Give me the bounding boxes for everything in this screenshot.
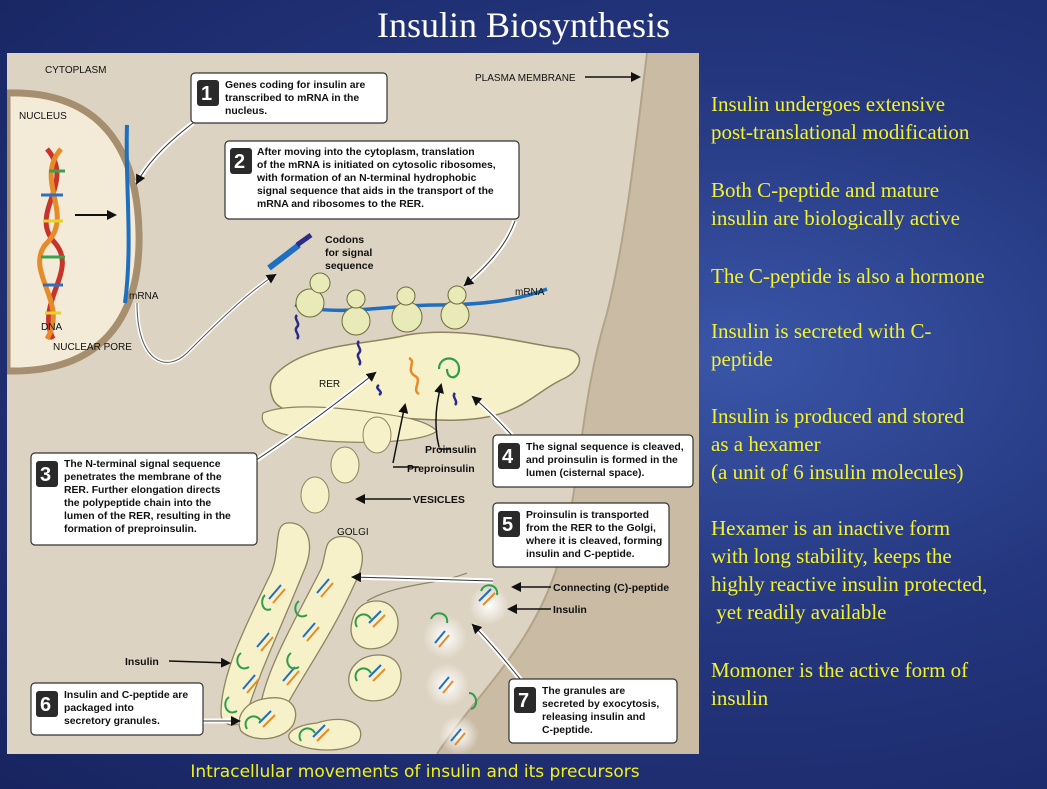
codons-label-1: Codons	[325, 234, 364, 246]
extracellular-region	[437, 53, 699, 754]
note-line: Insulin is secreted with C-	[711, 319, 932, 343]
note-4: Insulin is secreted with C- peptide	[711, 317, 931, 373]
rer-label: RER	[319, 379, 340, 390]
note-line: insulin are biologically active	[711, 206, 961, 230]
nucleus	[3, 89, 143, 375]
insulin-molecule	[242, 578, 386, 742]
step-1-callout: 1 Genes coding for insulin are transcrib…	[190, 72, 388, 124]
step-7-text-4: C-peptide.	[542, 725, 593, 736]
step-7-number: 7	[518, 690, 529, 712]
step-3-text-4: the polypeptide chain into the	[64, 498, 211, 509]
figure-caption: Intracellular movements of insulin and i…	[190, 762, 640, 782]
step-2-number: 2	[234, 151, 245, 173]
step-6-text-3: secretory granules.	[64, 716, 160, 727]
note-line: peptide	[711, 347, 773, 371]
step-4-callout: 4 The signal sequence is cleaved, and pr…	[492, 434, 694, 488]
mrna-strand-rer	[294, 287, 548, 313]
dna-icon	[37, 147, 65, 341]
mrna-label-left: mRNA	[129, 291, 159, 302]
step-2-callout: 2 After moving into the cytoplasm, trans…	[224, 140, 520, 220]
note-line: with long stability, keeps the	[711, 544, 952, 568]
step-5-text-4: insulin and C-peptide.	[526, 549, 635, 560]
step-3-text-5: lumen of the RER, resulting in the	[64, 511, 231, 522]
step-2-text-1: After moving into the cytoplasm, transla…	[257, 147, 475, 158]
step-3-text-6: formation of preproinsulin.	[64, 524, 197, 535]
note-line: as a hexamer	[711, 432, 821, 456]
nuclear-pore-label: NUCLEAR PORE	[53, 342, 132, 353]
note-line: (a unit of 6 insulin molecules)	[711, 460, 964, 484]
vesicles-label: VESICLES	[413, 494, 465, 506]
step-2-text-4: signal sequence that aids in the transpo…	[257, 186, 494, 197]
codons-icon	[267, 232, 313, 271]
step-1-number: 1	[201, 83, 212, 105]
step-5-callout: 5 Proinsulin is transported from the RER…	[492, 502, 670, 568]
ribosome-icon	[295, 272, 470, 336]
preproinsulin-label: Preproinsulin	[407, 463, 475, 475]
codons-label-2: for signal	[325, 247, 372, 259]
step-5-text-2: from the RER to the Golgi,	[526, 523, 656, 534]
step-7-text-1: The granules are	[542, 686, 625, 697]
mrna-strand-nucleus	[123, 124, 131, 304]
insulin-label-left: Insulin	[125, 656, 159, 668]
nucleus-label: NUCLEUS	[19, 111, 67, 122]
note-1: Insulin undergoes extensive post-transla…	[711, 90, 969, 146]
step-2-text-3: with formation of an N-terminal hydropho…	[256, 173, 477, 184]
vesicle	[300, 416, 392, 514]
step-6-number: 6	[40, 694, 51, 716]
step-4-text-3: lumen (cisternal space).	[526, 468, 644, 479]
step-6-callout: 6 Insulin and C-peptide are packaged int…	[30, 682, 204, 736]
step-2-text-2: of the mRNA is initiated on cytosolic ri…	[257, 160, 496, 171]
note-6: Hexamer is an inactive form with long st…	[711, 514, 987, 626]
note-line: Momoner is the active form of	[711, 658, 969, 682]
step-1-text-1: Genes coding for insulin are	[225, 80, 366, 91]
c-peptide-molecule	[224, 600, 372, 742]
note-line: Insulin undergoes extensive	[711, 92, 946, 116]
mrna-label-right: mRNA	[515, 287, 545, 298]
note-line: The C-peptide is also a hormone	[711, 264, 985, 288]
golgi-label: GOLGI	[337, 527, 369, 538]
step-5-text-3: where it is cleaved, forming	[525, 536, 662, 547]
dna-label: DNA	[41, 322, 62, 333]
step-4-text-1: The signal sequence is cleaved,	[526, 442, 684, 453]
note-line: post-translational modification	[711, 120, 970, 144]
step-4-number: 4	[502, 446, 514, 468]
note-line: yet readily available	[711, 600, 887, 624]
c-peptide-label: Connecting (C)-peptide	[553, 582, 669, 594]
step-7-text-3: releasing insulin and	[542, 712, 645, 723]
note-7: Momoner is the active form of insulin	[711, 656, 968, 712]
note-2: Both C-peptide and mature insulin are bi…	[711, 176, 960, 232]
step-3-number: 3	[40, 464, 51, 486]
note-5: Insulin is produced and stored as a hexa…	[711, 402, 964, 486]
note-line: insulin	[711, 686, 769, 710]
plasma-membrane-label: PLASMA MEMBRANE	[475, 73, 576, 84]
step-7-callout: 7 The granules are secreted by exocytosi…	[508, 678, 678, 744]
insulin-label-right: Insulin	[553, 604, 587, 616]
proinsulin-in-rer	[437, 357, 461, 379]
step-1-text-2: transcribed to mRNA in the	[225, 93, 359, 104]
step-3-text-3: RER. Further elongation directs	[64, 485, 221, 496]
step-6-text-2: packaged into	[64, 703, 134, 714]
note-line: Both C-peptide and mature	[711, 178, 940, 202]
signal-sequence-icon	[294, 314, 458, 406]
proinsulin-label: Proinsulin	[425, 444, 476, 456]
note-line: highly reactive insulin protected,	[711, 572, 988, 596]
secreted-granule	[423, 584, 509, 755]
slide-title: Insulin Biosynthesis	[376, 5, 671, 45]
step-1-text-3: nucleus.	[225, 106, 267, 117]
note-line: Insulin is produced and stored	[711, 404, 965, 428]
step-3-callout: 3 The N-terminal signal sequence penetra…	[30, 452, 258, 546]
step-4-text-2: and proinsulin is formed in the	[526, 455, 678, 466]
cytoplasm-label: CYTOPLASM	[45, 65, 107, 76]
step-6-text-1: Insulin and C-peptide are	[64, 690, 188, 701]
insulin-biosynthesis-diagram: CYTOPLASM NUCLEUS PLASMA MEMBRANE DNA NU…	[3, 52, 699, 755]
codons-label-3: sequence	[325, 260, 374, 272]
note-line: Hexamer is an inactive form	[711, 516, 951, 540]
step-5-number: 5	[502, 514, 513, 536]
step-3-text-2: penetrates the membrane of the	[64, 472, 222, 483]
note-3: The C-peptide is also a hormone	[711, 262, 985, 290]
step-2-text-5: mRNA and ribosomes to the RER.	[257, 199, 424, 210]
step-3-text-1: The N-terminal signal sequence	[64, 459, 221, 470]
step-5-text-1: Proinsulin is transported	[526, 510, 649, 521]
step-7-text-2: secreted by exocytosis,	[542, 699, 659, 710]
